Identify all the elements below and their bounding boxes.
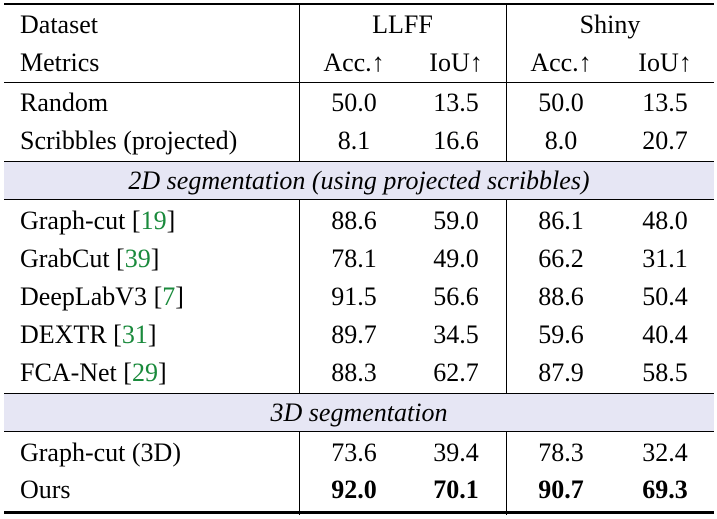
- llff-iou-value: 34.5: [433, 320, 479, 349]
- llff-iou-value: 39.4: [433, 438, 479, 467]
- section-band-3d: [4, 394, 714, 431]
- llff-iou-value: 13.5: [433, 88, 479, 117]
- section-2d-end-rule: [4, 393, 714, 394]
- section-title-2d: 2D segmentation (using projected scribbl…: [128, 166, 590, 195]
- table-row: Random 50.0 13.5 50.0 13.5: [0, 84, 717, 121]
- shiny-iou-value: 40.4: [642, 320, 688, 349]
- llff-acc-value: 88.3: [331, 358, 377, 387]
- llff-acc-value: 78.1: [331, 244, 377, 273]
- shiny-acc-value: 8.0: [544, 126, 578, 155]
- table-row: Graph-cut (3D) 73.6 39.4 78.3 32.4: [0, 434, 717, 471]
- dataset-label: Dataset: [20, 10, 98, 39]
- section-band-2d: [4, 162, 714, 199]
- citation-link[interactable]: 31: [121, 320, 148, 349]
- top-rule: [4, 3, 714, 5]
- col-separator-method: [299, 431, 300, 515]
- col-separator-group: [506, 199, 507, 394]
- section-3d-rule: [4, 431, 714, 432]
- shiny-iou-header: IoU↑: [638, 48, 692, 77]
- method-name: FCA-Net [29]: [20, 358, 167, 387]
- method-name: Random: [20, 88, 109, 117]
- citation-link[interactable]: 19: [140, 206, 167, 235]
- col-separator-method: [299, 5, 300, 162]
- shiny-iou-value: 13.5: [642, 88, 688, 117]
- method-name: Scribbles (projected): [20, 126, 238, 155]
- citation-link[interactable]: 29: [131, 358, 158, 387]
- method-name: Graph-cut (3D): [20, 438, 181, 467]
- shiny-acc-value: 88.6: [538, 282, 584, 311]
- llff-acc-value: 73.6: [331, 438, 377, 467]
- group-shiny: Shiny: [579, 10, 641, 39]
- citation-link[interactable]: 7: [162, 282, 176, 311]
- llff-acc-value: 89.7: [331, 320, 377, 349]
- method-name: Graph-cut [19]: [20, 206, 176, 235]
- method-name: Ours: [20, 475, 71, 504]
- citation-link[interactable]: 39: [124, 244, 151, 273]
- table-row: Graph-cut [19] 88.6 59.0 86.1 48.0: [0, 202, 717, 239]
- shiny-iou-value: 32.4: [642, 438, 688, 467]
- llff-acc-value: 92.0: [331, 475, 377, 504]
- shiny-iou-value: 48.0: [642, 206, 688, 235]
- llff-acc-value: 88.6: [331, 206, 377, 235]
- group-llff: LLFF: [372, 10, 433, 39]
- table-row: DeepLabV3 [7] 91.5 56.6 88.6 50.4: [0, 278, 717, 315]
- llff-acc-value: 91.5: [331, 282, 377, 311]
- method-name: DeepLabV3 [7]: [20, 282, 184, 311]
- header-row-metrics: Metrics Acc.↑ IoU↑ Acc.↑ IoU↑: [0, 44, 717, 81]
- shiny-acc-value: 78.3: [538, 438, 584, 467]
- shiny-iou-value: 50.4: [642, 282, 688, 311]
- llff-iou-value: 59.0: [433, 206, 479, 235]
- shiny-acc-value: 50.0: [538, 88, 584, 117]
- llff-acc-value: 8.1: [337, 126, 371, 155]
- header-row-dataset: Dataset LLFF Shiny: [0, 6, 717, 43]
- table-row: DEXTR [31] 89.7 34.5 59.6 40.4: [0, 316, 717, 353]
- table-row: Scribbles (projected) 8.1 16.6 8.0 20.7: [0, 122, 717, 159]
- shiny-iou-value: 20.7: [642, 126, 688, 155]
- table-row: GrabCut [39] 78.1 49.0 66.2 31.1: [0, 240, 717, 277]
- bottom-rule: [4, 511, 714, 514]
- llff-iou-value: 49.0: [433, 244, 479, 273]
- section-2d-rule: [4, 199, 714, 200]
- header-rule: [4, 82, 714, 83]
- section-title-3d: 3D segmentation: [270, 398, 448, 427]
- metrics-label: Metrics: [20, 48, 100, 77]
- shiny-acc-value: 90.7: [538, 475, 584, 504]
- llff-iou-value: 16.6: [433, 126, 479, 155]
- col-separator-method: [299, 199, 300, 394]
- shiny-acc-value: 86.1: [538, 206, 584, 235]
- llff-acc-value: 50.0: [331, 88, 377, 117]
- shiny-acc-value: 59.6: [538, 320, 584, 349]
- col-separator-group: [506, 431, 507, 515]
- llff-iou-value: 70.1: [433, 475, 479, 504]
- llff-iou-value: 56.6: [433, 282, 479, 311]
- llff-acc-header: Acc.↑: [323, 48, 385, 77]
- llff-iou-header: IoU↑: [429, 48, 483, 77]
- col-separator-group: [506, 5, 507, 162]
- table-row: FCA-Net [29] 88.3 62.7 87.9 58.5: [0, 354, 717, 391]
- baseline-rule: [4, 161, 714, 162]
- shiny-acc-value: 66.2: [538, 244, 584, 273]
- method-name: GrabCut [39]: [20, 244, 160, 273]
- shiny-iou-value: 31.1: [642, 244, 688, 273]
- table-row: Ours 92.0 70.1 90.7 69.3: [0, 471, 717, 508]
- shiny-acc-header: Acc.↑: [530, 48, 592, 77]
- llff-iou-value: 62.7: [433, 358, 479, 387]
- shiny-iou-value: 69.3: [642, 475, 688, 504]
- method-name: DEXTR [31]: [20, 320, 157, 349]
- shiny-iou-value: 58.5: [642, 358, 688, 387]
- shiny-acc-value: 87.9: [538, 358, 584, 387]
